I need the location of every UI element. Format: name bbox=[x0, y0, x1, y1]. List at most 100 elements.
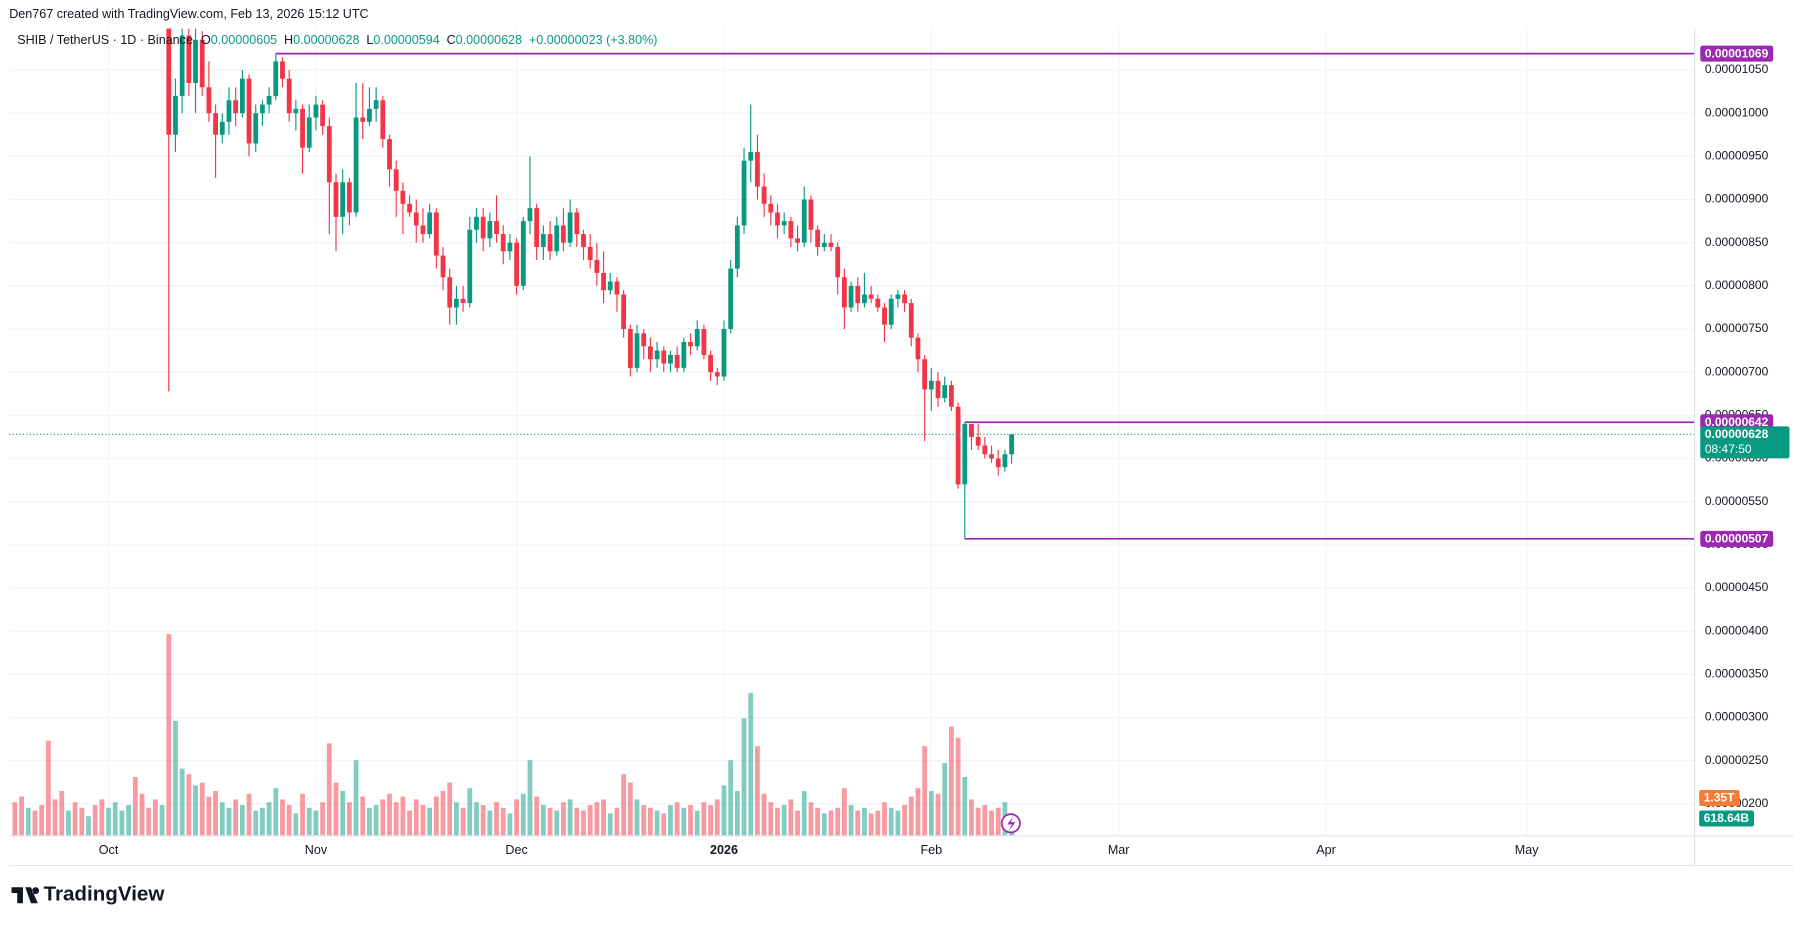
candle-body bbox=[340, 182, 346, 217]
volume-bar bbox=[346, 802, 352, 836]
candle-body bbox=[500, 234, 506, 252]
volume-bar bbox=[587, 805, 593, 836]
candle-body bbox=[233, 100, 239, 114]
candle-body bbox=[821, 242, 827, 248]
volume-bar bbox=[179, 768, 185, 836]
candle-body bbox=[433, 212, 439, 256]
y-tick-label: 0.00000450 bbox=[1705, 580, 1769, 594]
candle-body bbox=[768, 203, 774, 213]
candle-body bbox=[875, 298, 881, 308]
legend-value: 0.00000628 bbox=[456, 33, 522, 47]
volume-bar bbox=[627, 782, 633, 836]
candle-body bbox=[300, 108, 305, 148]
volume-bar bbox=[835, 807, 841, 836]
candle-body bbox=[714, 372, 720, 377]
level-tag-label: 0.00001069 bbox=[1705, 46, 1769, 60]
candle-body bbox=[955, 406, 961, 485]
candle-body bbox=[427, 212, 433, 235]
volume-bar bbox=[213, 790, 218, 836]
volume-bar bbox=[119, 810, 125, 836]
candle-body bbox=[420, 225, 426, 235]
candle-body bbox=[755, 152, 760, 187]
candle-body bbox=[1009, 434, 1015, 455]
level-tag-box bbox=[1700, 530, 1774, 547]
volume-bar bbox=[547, 807, 553, 836]
volume-bar bbox=[166, 634, 172, 836]
volume-bar bbox=[922, 746, 928, 836]
y-tick-label: 0.00000950 bbox=[1705, 149, 1769, 163]
volume-bar bbox=[25, 807, 31, 836]
volume-bar bbox=[594, 802, 600, 836]
candle-body bbox=[848, 285, 854, 308]
volume-bar bbox=[821, 813, 827, 836]
candle-body bbox=[206, 87, 212, 114]
volume-bar bbox=[253, 810, 259, 836]
volume-bar bbox=[407, 810, 412, 836]
volume-bar bbox=[514, 799, 520, 836]
candle-body bbox=[935, 380, 941, 399]
volume-bar bbox=[320, 802, 326, 836]
candle-body bbox=[474, 216, 479, 230]
volume-bar bbox=[219, 802, 225, 836]
candle-body bbox=[273, 61, 279, 96]
candle-body bbox=[928, 380, 934, 390]
volume-bar bbox=[454, 802, 459, 836]
volume-bar bbox=[300, 793, 305, 836]
volume-bar bbox=[989, 810, 994, 836]
volume-bar bbox=[621, 774, 627, 836]
volume-bar bbox=[86, 816, 91, 836]
candle-body bbox=[975, 436, 981, 446]
logo-text[interactable]: TradingView bbox=[44, 883, 166, 906]
flash-icon[interactable] bbox=[1000, 813, 1021, 834]
x-tick-label: Oct bbox=[99, 843, 119, 857]
volume-bar bbox=[768, 802, 774, 836]
header: Den767 created with TradingView.com, Feb… bbox=[9, 7, 368, 21]
volume-bar bbox=[908, 796, 914, 836]
volume-bar bbox=[326, 743, 332, 836]
candle-body bbox=[902, 294, 907, 304]
volume-bar bbox=[935, 793, 941, 836]
candle-body bbox=[306, 117, 312, 148]
candle-body bbox=[460, 298, 466, 304]
volume-bar bbox=[387, 793, 392, 836]
legend: SHIB / TetherUS · 1D · Binance O0.000006… bbox=[17, 33, 657, 47]
y-tick-label: 0.00000250 bbox=[1705, 753, 1769, 767]
volume-bar bbox=[775, 807, 780, 836]
volume-bar bbox=[848, 805, 854, 836]
level-tag-box bbox=[1700, 414, 1774, 431]
volume-bar bbox=[902, 805, 907, 836]
candle-body bbox=[741, 160, 747, 226]
volume-bar bbox=[413, 799, 419, 836]
volume-tag-box bbox=[1699, 810, 1755, 827]
y-tick-label: 0.00000550 bbox=[1705, 494, 1769, 508]
candle-body bbox=[601, 272, 606, 291]
countdown: 08:47:50 bbox=[1705, 442, 1752, 456]
legend-value: 0.00000605 bbox=[211, 33, 277, 47]
volume-bar bbox=[193, 785, 198, 836]
y-tick-label: 0.00000850 bbox=[1705, 235, 1769, 249]
logo-mark[interactable] bbox=[11, 887, 40, 904]
candle-body bbox=[219, 121, 225, 135]
candle-body bbox=[942, 385, 948, 399]
logo[interactable]: TradingView bbox=[11, 883, 166, 906]
volume-bar bbox=[915, 788, 921, 836]
candle-body bbox=[186, 35, 192, 83]
volume-bar bbox=[641, 805, 647, 836]
candle-body bbox=[547, 234, 553, 252]
volume-bar bbox=[567, 799, 573, 836]
volume-bar bbox=[39, 805, 45, 836]
candle-body bbox=[674, 354, 680, 368]
candle-body bbox=[915, 337, 921, 360]
candle-body bbox=[882, 307, 887, 325]
candle-body bbox=[621, 294, 627, 330]
candle-body bbox=[888, 298, 894, 325]
candle-body bbox=[962, 423, 968, 485]
volume-pane bbox=[12, 634, 1015, 836]
candle-body bbox=[400, 190, 406, 204]
volume-bar bbox=[574, 807, 580, 836]
flash-bolt[interactable] bbox=[1007, 816, 1016, 832]
candle-body bbox=[627, 329, 633, 368]
candle-body bbox=[828, 242, 834, 248]
volume-bar bbox=[554, 810, 560, 836]
x-tick-label: Feb bbox=[921, 843, 943, 857]
